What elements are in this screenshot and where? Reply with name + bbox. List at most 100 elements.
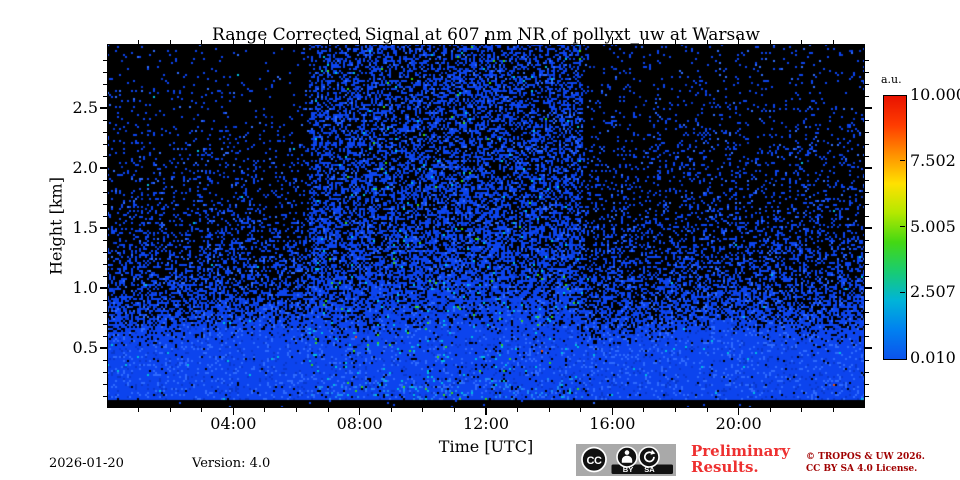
y-minor-tick xyxy=(865,96,869,97)
colorbar-tick xyxy=(900,292,905,293)
copyright-note: © TROPOS & UW 2026. CC BY SA 4.0 License… xyxy=(806,452,925,475)
y-minor-tick xyxy=(103,132,107,133)
y-minor-tick xyxy=(103,312,107,313)
x-major-tick xyxy=(359,37,360,44)
y-minor-tick xyxy=(103,144,107,145)
y-minor-tick xyxy=(103,72,107,73)
y-tick-label: 2.0 xyxy=(60,158,98,177)
x-tick-label: 08:00 xyxy=(325,414,395,433)
y-minor-tick xyxy=(103,240,107,241)
x-tick-label: 20:00 xyxy=(704,414,774,433)
y-minor-tick xyxy=(103,264,107,265)
preliminary-line2: Results. xyxy=(691,459,790,475)
y-minor-tick xyxy=(865,60,869,61)
y-major-tick xyxy=(100,107,107,108)
x-minor-tick xyxy=(454,408,455,412)
colorbar-tick xyxy=(900,226,905,227)
x-major-tick xyxy=(233,37,234,44)
badge-sa-label: SA xyxy=(644,465,655,474)
y-minor-tick xyxy=(865,192,869,193)
colorbar-tick-label: 7.502 xyxy=(910,151,956,170)
x-minor-tick xyxy=(391,40,392,44)
y-minor-tick xyxy=(103,192,107,193)
y-major-tick xyxy=(100,167,107,168)
x-minor-tick xyxy=(328,408,329,412)
x-minor-tick xyxy=(391,408,392,412)
x-minor-tick xyxy=(833,408,834,412)
x-minor-tick xyxy=(707,408,708,412)
x-minor-tick xyxy=(675,40,676,44)
cc-license-badge: CC BY SA xyxy=(576,444,676,476)
preliminary-results-note: Preliminary Results. xyxy=(691,443,790,475)
y-minor-tick xyxy=(103,276,107,277)
colorbar-unit-label: a.u. xyxy=(881,73,902,86)
y-minor-tick xyxy=(865,252,869,253)
x-minor-tick xyxy=(264,40,265,44)
y-minor-tick xyxy=(865,300,869,301)
colorbar xyxy=(883,95,907,360)
x-minor-tick xyxy=(675,408,676,412)
x-minor-tick xyxy=(422,40,423,44)
y-minor-tick xyxy=(103,204,107,205)
y-minor-tick xyxy=(865,240,869,241)
colorbar-tick-label: 2.507 xyxy=(910,282,956,301)
y-minor-tick xyxy=(865,72,869,73)
colorbar-tick-label: 5.005 xyxy=(910,217,956,236)
x-minor-tick xyxy=(801,40,802,44)
x-minor-tick xyxy=(201,40,202,44)
x-minor-tick xyxy=(296,408,297,412)
y-minor-tick xyxy=(865,156,869,157)
x-major-tick xyxy=(612,37,613,44)
y-minor-tick xyxy=(865,276,869,277)
x-minor-tick xyxy=(138,40,139,44)
y-minor-tick xyxy=(865,120,869,121)
x-minor-tick xyxy=(549,408,550,412)
colorbar-tick xyxy=(900,160,905,161)
x-minor-tick xyxy=(328,40,329,44)
y-minor-tick xyxy=(103,396,107,397)
preliminary-line1: Preliminary xyxy=(691,443,790,459)
x-minor-tick xyxy=(296,40,297,44)
y-minor-tick xyxy=(103,336,107,337)
y-minor-tick xyxy=(103,180,107,181)
y-minor-tick xyxy=(865,84,869,85)
copyright-line2: CC BY SA 4.0 License. xyxy=(806,464,925,476)
y-minor-tick xyxy=(865,396,869,397)
figure: Range Corrected Signal at 607 nm NR of p… xyxy=(0,0,960,480)
x-tick-label: 16:00 xyxy=(577,414,647,433)
x-minor-tick xyxy=(833,40,834,44)
x-minor-tick xyxy=(580,408,581,412)
y-major-tick xyxy=(865,167,872,168)
y-major-tick xyxy=(865,227,872,228)
svg-text:CC: CC xyxy=(587,455,602,467)
y-minor-tick xyxy=(103,324,107,325)
colorbar-tick-label: 10.000 xyxy=(910,85,960,104)
y-minor-tick xyxy=(865,324,869,325)
y-minor-tick xyxy=(103,252,107,253)
y-minor-tick xyxy=(865,312,869,313)
measurement-date: 2026-01-20 xyxy=(49,456,124,471)
y-minor-tick xyxy=(103,120,107,121)
heatmap-canvas xyxy=(107,44,865,408)
y-minor-tick xyxy=(103,84,107,85)
x-minor-tick xyxy=(580,40,581,44)
y-minor-tick xyxy=(103,384,107,385)
y-minor-tick xyxy=(865,204,869,205)
y-tick-label: 1.0 xyxy=(60,278,98,297)
y-major-tick xyxy=(865,347,872,348)
badge-by-label: BY xyxy=(623,465,633,474)
y-minor-tick xyxy=(865,336,869,337)
y-minor-tick xyxy=(865,372,869,373)
x-minor-tick xyxy=(770,40,771,44)
x-minor-tick xyxy=(770,408,771,412)
y-minor-tick xyxy=(865,360,869,361)
cc-icon: CC xyxy=(582,448,606,472)
y-tick-label: 2.5 xyxy=(60,98,98,117)
x-minor-tick xyxy=(801,408,802,412)
x-tick-label: 04:00 xyxy=(198,414,268,433)
y-minor-tick xyxy=(103,60,107,61)
y-minor-tick xyxy=(103,300,107,301)
x-minor-tick xyxy=(170,408,171,412)
copyright-line1: © TROPOS & UW 2026. xyxy=(806,452,925,464)
y-minor-tick xyxy=(865,216,869,217)
